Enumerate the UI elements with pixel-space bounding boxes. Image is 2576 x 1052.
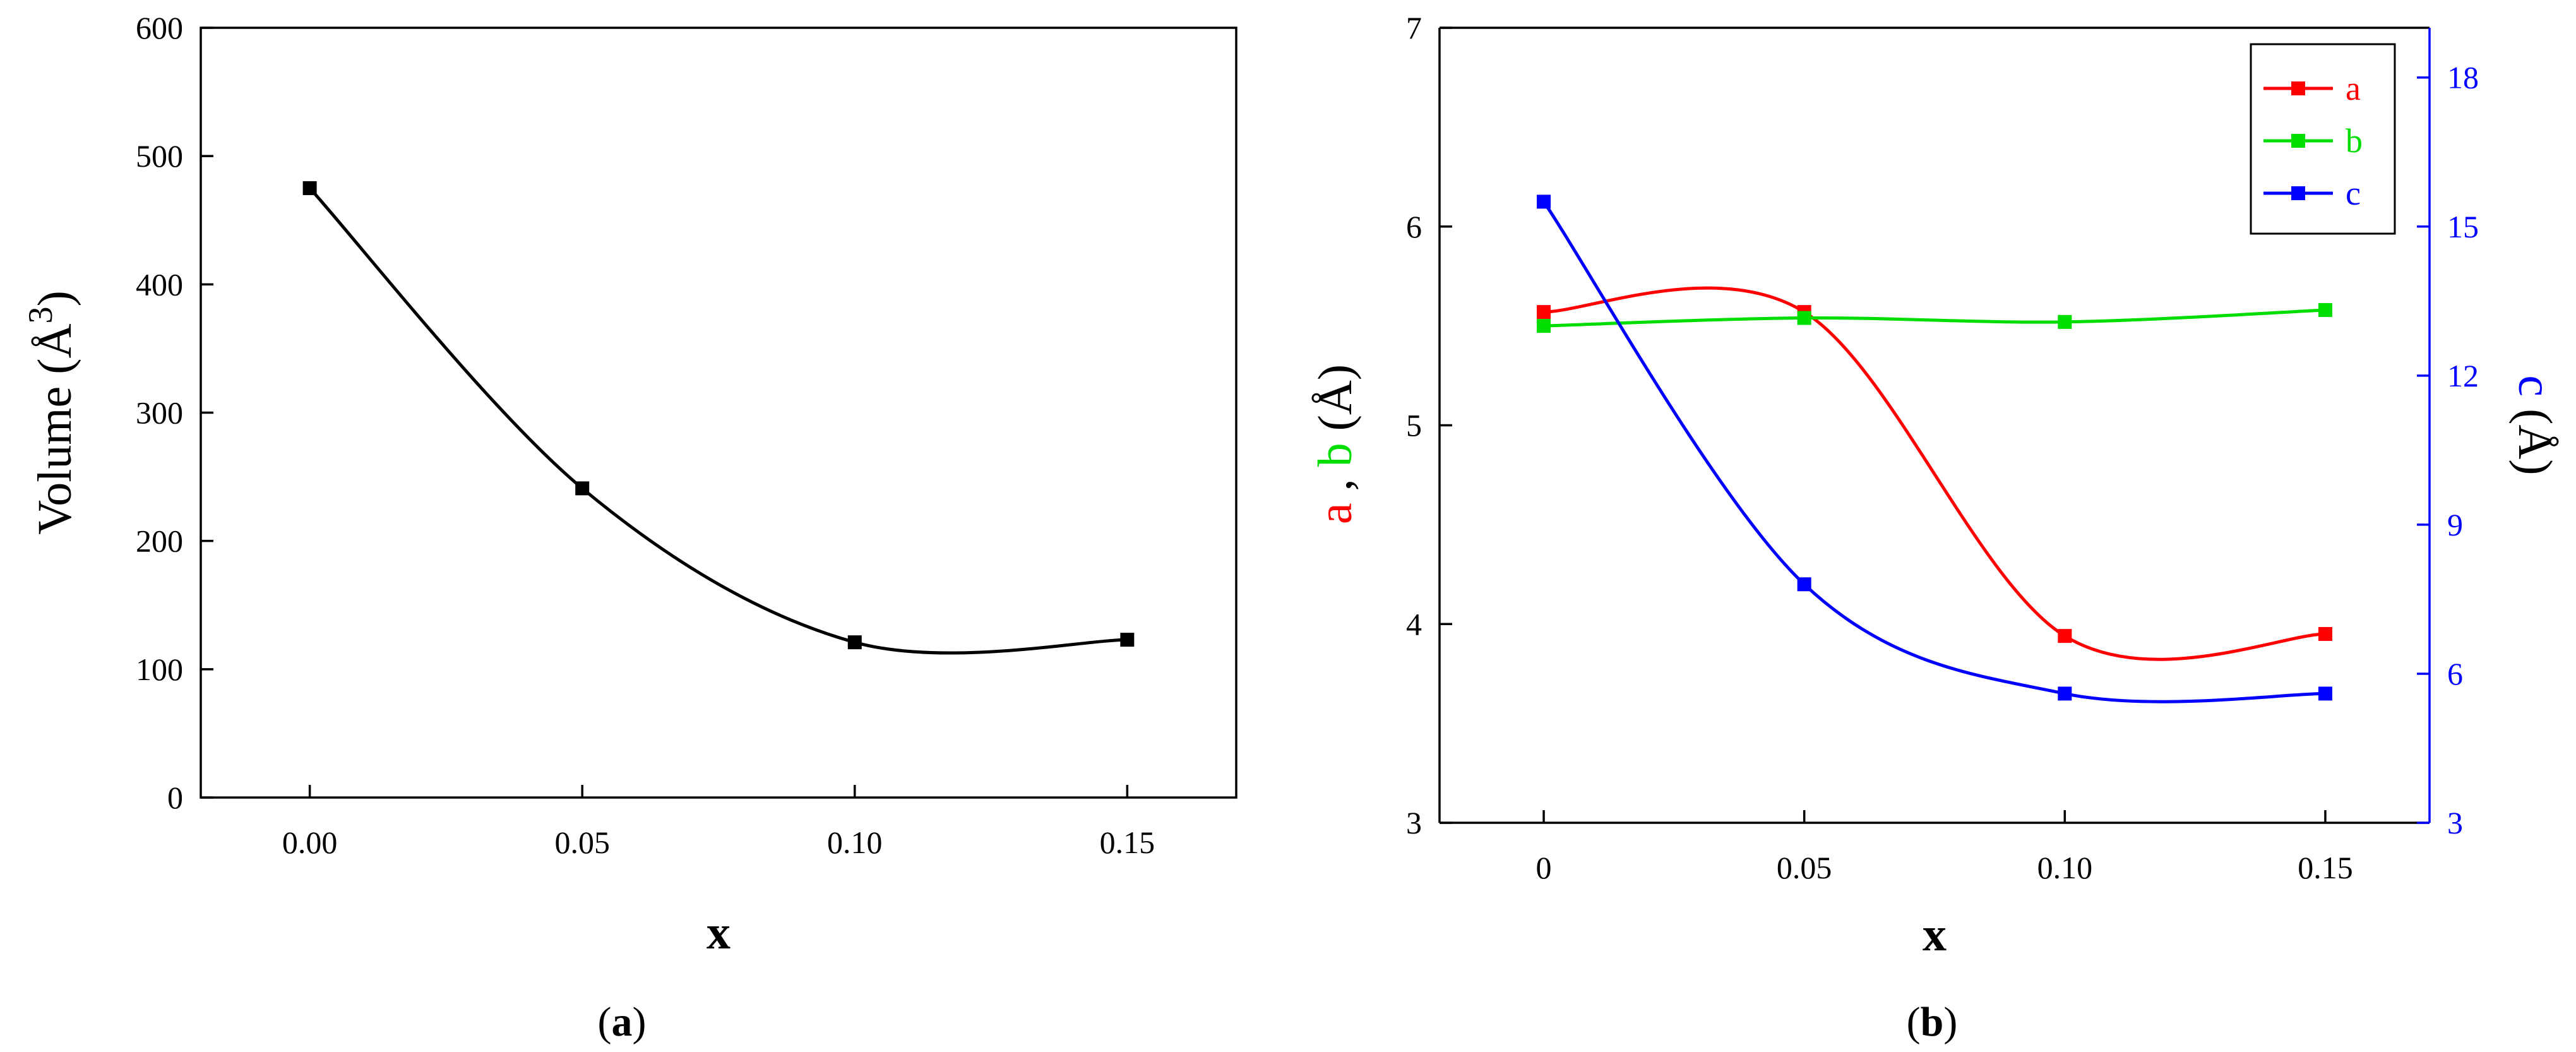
data-point-b [2318,302,2332,317]
x-axis-label: x [1923,908,1947,961]
y-right-tick-label: 9 [2447,507,2463,542]
x-axis-label: x [707,906,730,959]
data-point-c [2058,686,2072,701]
series-line-a [1544,286,2325,661]
legend-label-a: a [2346,69,2361,107]
x-tick-label: 0.10 [2037,850,2093,885]
x-tick-label: 0 [1536,850,1552,885]
x-tick-label: 0.15 [1100,825,1155,860]
legend: abc [2250,43,2396,235]
x-tick-label: 0.00 [282,825,338,860]
y-tick-label: 100 [136,652,183,687]
y-tick-label: 200 [136,523,183,559]
y-left-tick-label: 6 [1406,209,1422,244]
y-left-axis-label: a , b (Å) [1309,364,1362,524]
y-tick-label: 500 [136,138,183,174]
y-right-tick-label: 15 [2447,209,2479,244]
data-point-a [2058,629,2072,643]
panel-label-a: (a) [598,999,647,1045]
y-right-tick-label: 3 [2447,805,2463,840]
y-tick-label: 0 [167,780,183,815]
data-point-b [2058,314,2072,329]
legend-marker-a [2291,81,2305,95]
panel-label-b: (b) [1907,999,1958,1045]
legend-label-c: c [2346,174,2361,212]
series-line-c [1542,200,2325,703]
data-point-c [1537,194,1551,209]
data-point-a [2318,626,2332,641]
y-left-tick-label: 3 [1406,805,1422,840]
y-tick-label: 600 [136,10,183,45]
x-tick-label: 0.15 [2298,850,2353,885]
legend-label-b: b [2346,122,2363,160]
data-point-a [1537,305,1551,320]
y-right-tick-label: 12 [2447,358,2479,393]
y-right-tick-label: 18 [2447,60,2479,95]
y-left-tick-label: 5 [1406,408,1422,443]
x-tick-label: 0.05 [1777,850,1832,885]
y-tick-label: 400 [136,266,183,302]
data-point-c [2318,686,2332,701]
y-left-tick-label: 7 [1406,10,1422,45]
series-line [308,187,1128,655]
plot-frame [200,27,1237,799]
y-axis-label: Volume (Å3) [21,290,81,535]
data-point [847,635,862,650]
x-tick-label: 0.05 [554,825,610,860]
y-right-tick-label: 6 [2447,656,2463,691]
legend-marker-b [2291,134,2305,148]
data-point-b [1797,311,1811,325]
data-point-b [1537,319,1551,333]
y-right-axis-label: c (Å) [2508,375,2561,475]
panel-a-chart: 0.00 0.05 0.10 0.15 0 100 200 300 400 500 600 x Volu… [21,10,1237,959]
legend-marker-c [2291,186,2305,200]
data-point [302,181,317,195]
y-left-tick-label: 4 [1406,606,1422,642]
y-tick-label: 300 [136,395,183,431]
data-point [575,481,590,496]
x-tick-label: 0.10 [827,825,883,860]
data-point [1120,633,1135,647]
data-point-c [1797,577,1811,592]
legend-box [2250,43,2396,235]
panel-b-chart: 0 0.05 0.10 0.15 3 4 5 6 7 3 6 9 12 15 18 x a , b (Å) c (… [1309,10,2561,961]
series-line-b [1543,308,2326,328]
